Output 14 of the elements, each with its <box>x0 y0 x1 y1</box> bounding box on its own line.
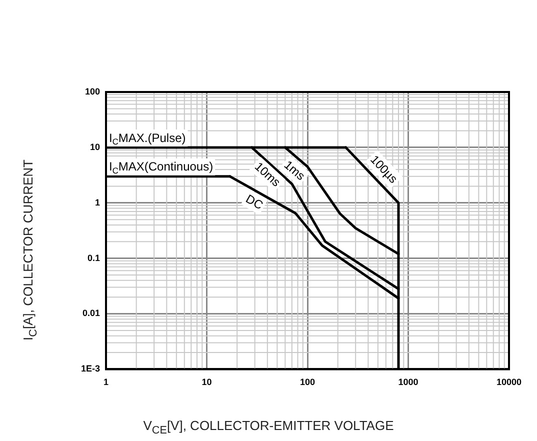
y-tick-label: 100 <box>84 86 100 96</box>
x-axis-title: V$_{CE}$[V], COLLECTOR-EMITTER VOLTAGE <box>142 418 395 437</box>
x-tick-label: 100 <box>300 377 316 388</box>
x-tick-label: 1 <box>104 377 109 388</box>
x-tick-label: 10000 <box>496 377 522 388</box>
text: DC <box>243 192 266 212</box>
y-tick-label: 1E-3 <box>80 364 100 374</box>
x-tick-label: 1000 <box>398 377 418 388</box>
y-tick-label: 0.01 <box>82 308 100 318</box>
y-tick-label: 1 <box>94 197 100 208</box>
y-tick-label: 10 <box>90 142 100 152</box>
y-tick-label: 0.1 <box>87 252 100 263</box>
x-tick-label: 10 <box>202 377 212 388</box>
text: 1ms <box>281 158 308 184</box>
